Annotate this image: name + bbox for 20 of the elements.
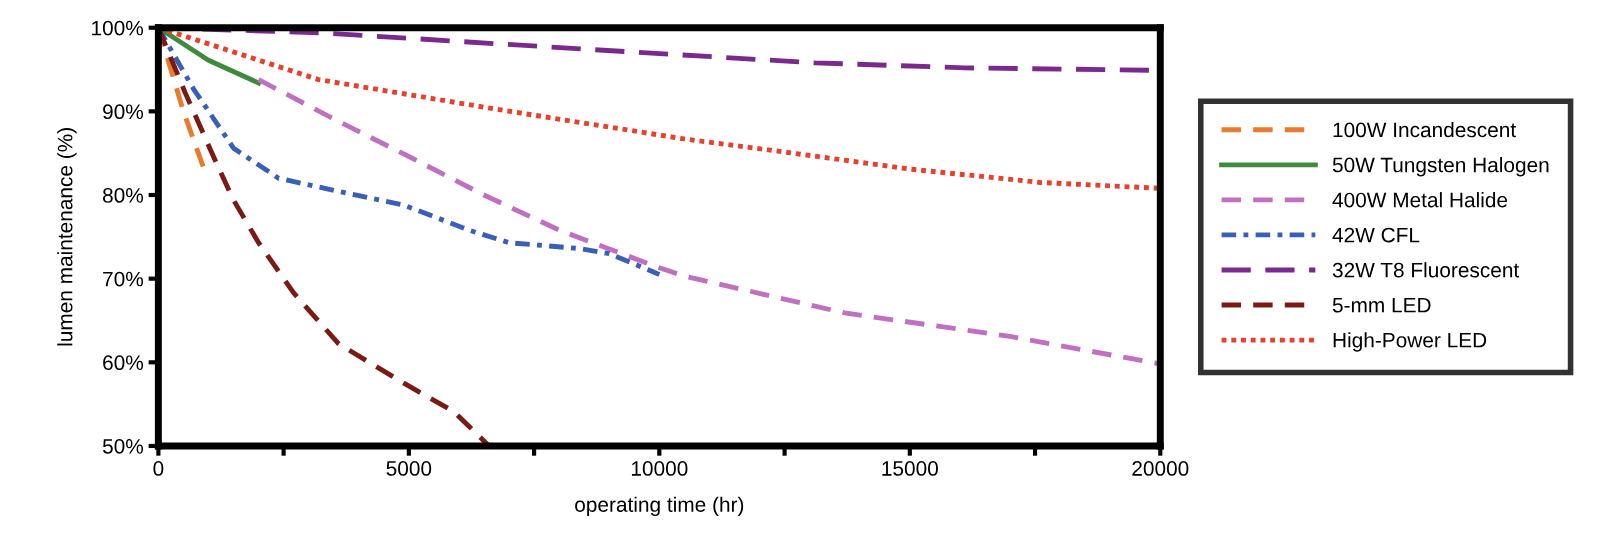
y-tick-label: 100% <box>92 20 144 36</box>
x-tick-label: 0 <box>153 461 164 476</box>
x-axis-title: operating time (hr) <box>575 496 744 517</box>
legend-label: 32W T8 Fluorescent <box>1332 262 1520 278</box>
x-tick-label: 15000 <box>882 461 938 476</box>
y-axis-title: lumen maintenance (%) <box>57 128 77 346</box>
y-tick-label: 80% <box>102 188 144 203</box>
legend-label: 42W CFL <box>1332 227 1420 243</box>
y-tick-label: 50% <box>102 438 144 454</box>
y-tick-label: 60% <box>103 355 144 371</box>
legend-label: 5-mm LED <box>1332 297 1431 313</box>
legend-label: 50W Tungsten Halogen <box>1332 157 1549 177</box>
y-tick-label: 90% <box>103 104 144 120</box>
y-tick-label: 70% <box>103 271 144 287</box>
x-tick-label: 20000 <box>1132 461 1189 476</box>
x-tick-label: 5000 <box>386 461 432 476</box>
x-tick-label: 10000 <box>631 461 688 476</box>
legend-label: 400W Metal Halide <box>1332 192 1508 208</box>
legend-label: High-Power LED <box>1333 332 1487 352</box>
legend-label: 100W Incandescent <box>1333 121 1516 138</box>
